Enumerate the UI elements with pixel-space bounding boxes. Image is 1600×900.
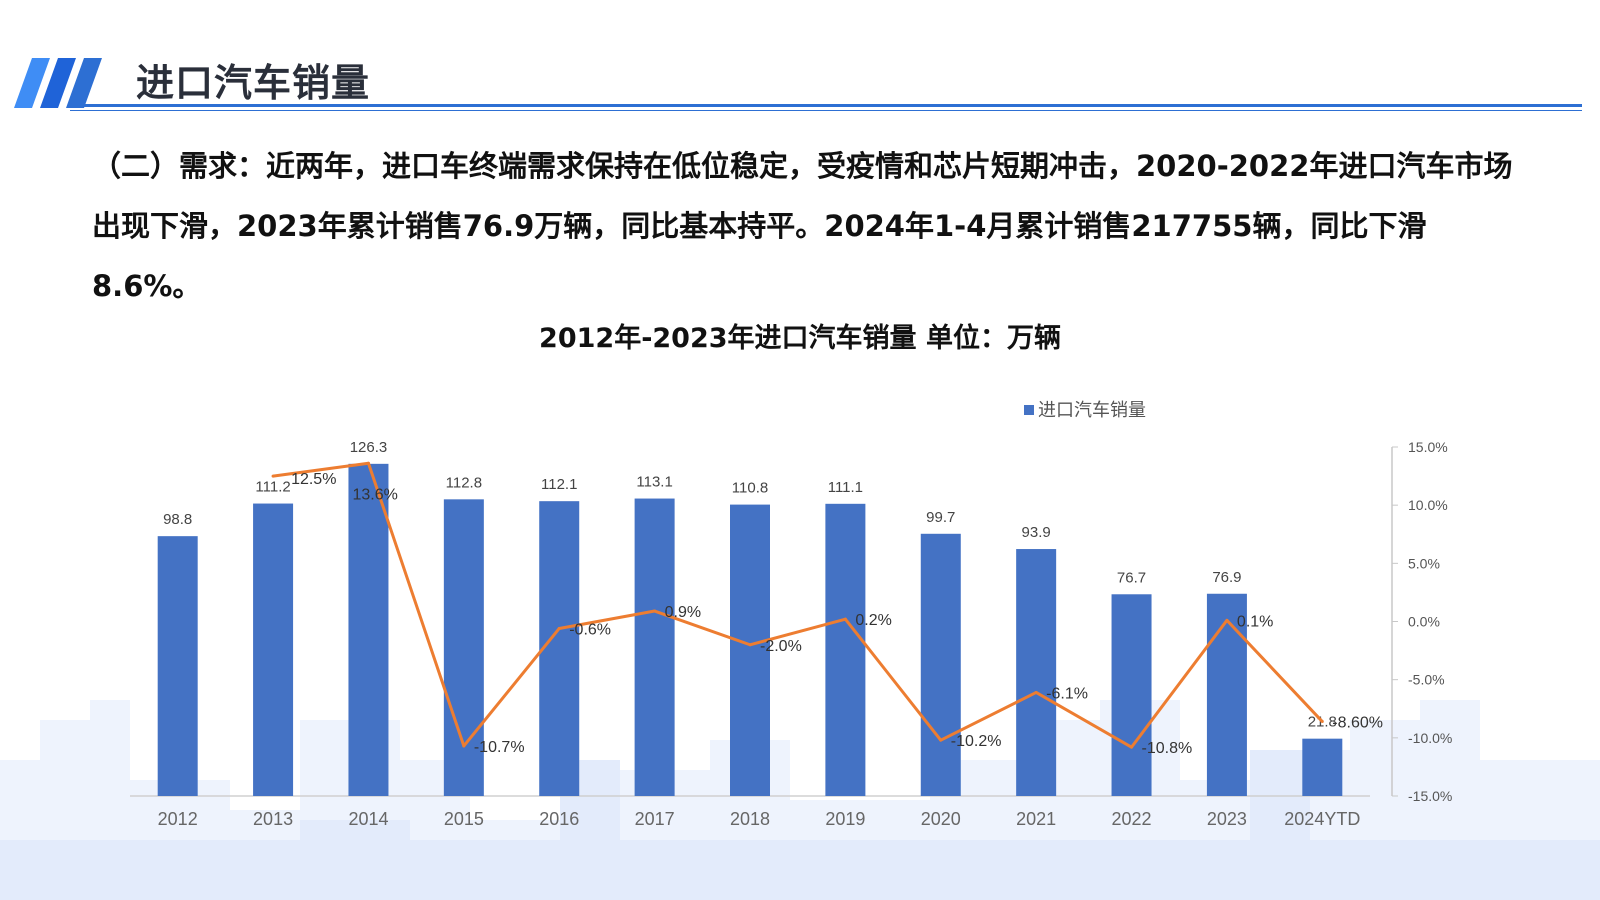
x-tick-label: 2014 (348, 809, 388, 829)
x-tick-label: 2022 (1112, 809, 1152, 829)
right-axis-tick-label: 15.0% (1408, 439, 1448, 455)
growth-label: 13.6% (352, 486, 397, 503)
right-axis-tick-label: 5.0% (1408, 555, 1440, 571)
right-axis-tick-label: -10.0% (1408, 730, 1452, 746)
growth-point (1321, 720, 1324, 723)
bar-2020 (921, 534, 961, 796)
bar-2014 (348, 464, 388, 796)
growth-point (749, 643, 752, 646)
bar-2013 (253, 504, 293, 796)
x-tick-label: 2012 (158, 809, 198, 829)
x-tick-label: 2016 (539, 809, 579, 829)
growth-point (939, 739, 942, 742)
growth-label: 0.9% (665, 604, 701, 621)
growth-line (273, 463, 1322, 747)
growth-point (1225, 619, 1228, 622)
growth-label: -2.0% (760, 638, 802, 655)
growth-label: 0.2% (855, 612, 891, 629)
bar-value-label: 112.1 (541, 476, 577, 493)
growth-point (272, 475, 275, 478)
x-tick-label: 2015 (444, 809, 484, 829)
bar-2021 (1016, 549, 1056, 796)
legend-label: 进口汽车销量 (1038, 400, 1146, 420)
growth-point (653, 610, 656, 613)
growth-label: -0.6% (569, 621, 611, 638)
x-tick-label: 2024YTD (1284, 809, 1360, 829)
bar-value-label: 126.3 (350, 439, 388, 456)
right-axis-tick-label: -15.0% (1408, 788, 1452, 804)
growth-point (367, 462, 370, 465)
x-tick-label: 2023 (1207, 809, 1247, 829)
growth-point (462, 744, 465, 747)
growth-point (1035, 691, 1038, 694)
bar-2022 (1112, 594, 1152, 796)
growth-label: 0.1% (1237, 613, 1273, 630)
bar-value-label: 98.8 (163, 511, 192, 528)
growth-point (1130, 746, 1133, 749)
growth-point (558, 627, 561, 630)
growth-label: -10.8% (1142, 740, 1193, 757)
right-axis-tick-label: 10.0% (1408, 497, 1448, 513)
bar-2012 (158, 536, 198, 796)
legend-swatch (1024, 405, 1034, 415)
growth-label: -10.2% (951, 733, 1002, 750)
bar-value-label: 93.9 (1022, 524, 1051, 541)
x-tick-label: 2020 (921, 809, 961, 829)
bar-value-label: 110.8 (732, 480, 768, 497)
right-axis-tick-label: 0.0% (1408, 614, 1440, 630)
bar-2019 (825, 504, 865, 796)
bar-value-label: 111.2 (255, 479, 290, 496)
growth-label: -8.60% (1332, 715, 1383, 732)
bar-value-label: 76.7 (1117, 569, 1146, 586)
bar-value-label: 76.9 (1212, 569, 1241, 586)
bar-2016 (539, 501, 579, 796)
x-tick-label: 2013 (253, 809, 293, 829)
bar-value-label: 111.1 (828, 479, 863, 496)
growth-label: -10.7% (474, 739, 525, 756)
x-tick-label: 2019 (825, 809, 865, 829)
growth-label: 12.5% (291, 471, 336, 488)
bar-2017 (635, 499, 675, 796)
bar-2024YTD (1302, 739, 1342, 796)
x-tick-label: 2018 (730, 809, 770, 829)
growth-point (844, 618, 847, 621)
right-axis-tick-label: -5.0% (1408, 672, 1445, 688)
x-tick-label: 2017 (635, 809, 675, 829)
growth-label: -6.1% (1046, 685, 1088, 702)
bar-value-label: 99.7 (926, 509, 955, 526)
bar-value-label: 113.1 (636, 474, 672, 491)
bar-value-label: 112.8 (446, 474, 482, 491)
x-tick-label: 2021 (1016, 809, 1056, 829)
